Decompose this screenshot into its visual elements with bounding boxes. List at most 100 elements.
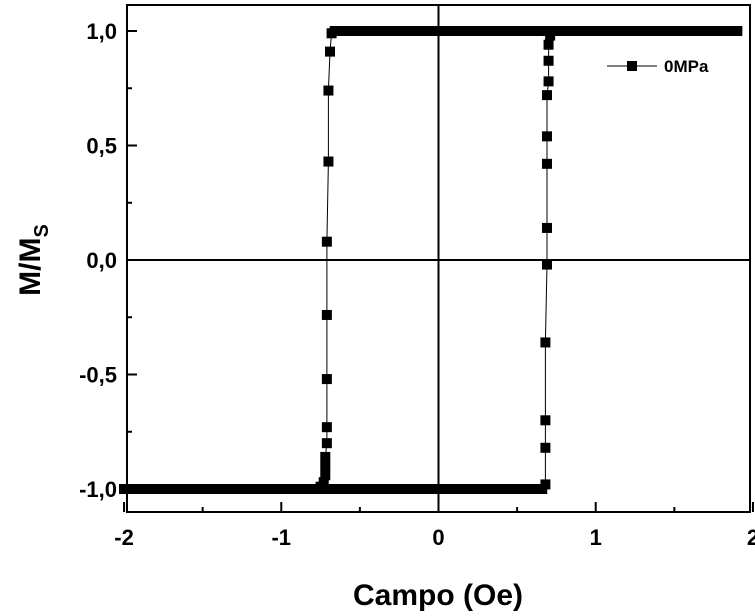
data-point xyxy=(506,26,517,36)
data-point xyxy=(336,26,347,36)
data-point xyxy=(185,484,196,494)
data-point xyxy=(427,484,438,494)
data-point xyxy=(602,26,613,36)
data-point xyxy=(663,26,674,36)
data-point xyxy=(475,484,486,494)
data-point xyxy=(543,55,554,66)
data-point xyxy=(391,26,402,36)
data-point xyxy=(320,451,331,462)
data-point xyxy=(700,26,711,36)
data-point xyxy=(524,484,535,494)
data-point xyxy=(221,484,232,494)
data-point xyxy=(320,461,331,472)
data-point xyxy=(264,484,275,494)
data-point xyxy=(707,26,718,36)
data-point xyxy=(179,484,190,494)
data-point xyxy=(318,484,329,494)
data-point xyxy=(312,484,323,494)
data-point xyxy=(493,26,504,36)
x-tick-label: 0 xyxy=(432,525,444,550)
data-point xyxy=(321,236,332,247)
data-point xyxy=(325,46,336,57)
data-point xyxy=(149,484,160,494)
data-point xyxy=(209,484,220,494)
data-point xyxy=(379,484,390,494)
data-point xyxy=(475,26,486,36)
data-point xyxy=(348,26,359,36)
data-point xyxy=(258,484,269,494)
data-point xyxy=(439,26,450,36)
data-point xyxy=(323,156,334,167)
data-point xyxy=(409,484,420,494)
data-point xyxy=(155,484,166,494)
data-point xyxy=(675,26,686,36)
data-point xyxy=(688,26,699,36)
data-point xyxy=(288,484,299,494)
data-point xyxy=(348,484,359,494)
data-point xyxy=(596,26,607,36)
series-markers xyxy=(119,26,743,494)
data-point xyxy=(276,484,287,494)
data-point xyxy=(233,484,244,494)
data-point xyxy=(451,484,462,494)
data-point xyxy=(215,484,226,494)
data-point xyxy=(487,26,498,36)
data-point xyxy=(713,26,724,36)
data-point xyxy=(320,470,331,481)
data-point xyxy=(415,484,426,494)
data-point xyxy=(530,484,541,494)
x-tick-label: -1 xyxy=(271,525,291,550)
y-tick-label: 1,0 xyxy=(86,19,117,44)
data-point xyxy=(433,26,444,36)
data-point xyxy=(543,76,554,87)
data-point xyxy=(203,484,214,494)
data-point xyxy=(565,26,576,36)
data-point xyxy=(540,337,551,348)
data-point xyxy=(530,26,541,36)
legend-marker xyxy=(627,61,637,71)
data-point xyxy=(578,26,589,36)
data-point xyxy=(439,484,450,494)
data-point xyxy=(373,484,384,494)
y-axis-title-subscript: S xyxy=(31,224,53,237)
data-point xyxy=(451,26,462,36)
data-point xyxy=(336,484,347,494)
data-point xyxy=(270,484,281,494)
data-point xyxy=(227,484,238,494)
data-point xyxy=(541,131,552,142)
data-point xyxy=(300,484,311,494)
data-point xyxy=(614,26,625,36)
data-point xyxy=(421,484,432,494)
data-point xyxy=(385,26,396,36)
y-tick-label: 0,5 xyxy=(86,134,117,159)
data-point xyxy=(239,484,250,494)
x-axis-title: Campo (Oe) xyxy=(353,579,523,612)
data-point xyxy=(445,484,456,494)
data-point xyxy=(354,484,365,494)
data-point xyxy=(197,484,208,494)
data-point xyxy=(360,484,371,494)
data-point xyxy=(518,26,529,36)
data-point xyxy=(608,26,619,36)
data-point xyxy=(463,484,474,494)
data-point xyxy=(173,484,184,494)
x-tick-label: -2 xyxy=(114,525,134,550)
data-point xyxy=(633,26,644,36)
data-point xyxy=(321,438,332,449)
data-point xyxy=(306,484,317,494)
y-axis-title: M/MS xyxy=(14,224,53,296)
y-axis-title-main: M/M xyxy=(14,238,47,296)
data-point xyxy=(481,484,492,494)
data-point xyxy=(620,26,631,36)
data-point xyxy=(421,26,432,36)
data-point xyxy=(330,484,341,494)
y-axis-ticks: -1,0 -0,5 0,0 0,5 1,0 xyxy=(79,19,137,502)
data-point xyxy=(360,26,371,36)
data-point xyxy=(161,484,172,494)
data-point xyxy=(294,484,305,494)
legend: 0MPa xyxy=(607,57,709,76)
data-point xyxy=(469,26,480,36)
data-point xyxy=(524,26,535,36)
legend-label: 0MPa xyxy=(664,57,709,76)
data-point xyxy=(512,26,523,36)
